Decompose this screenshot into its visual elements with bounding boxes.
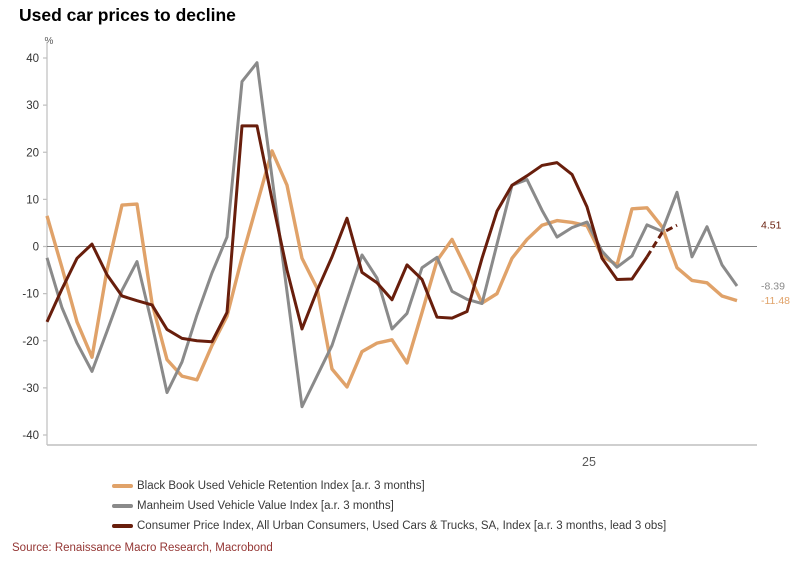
legend-item-blackbook: Black Book Used Vehicle Retention Index … bbox=[112, 476, 666, 496]
legend-item-manheim: Manheim Used Vehicle Value Index [a.r. 3… bbox=[112, 496, 666, 516]
legend-label-manheim: Manheim Used Vehicle Value Index [a.r. 3… bbox=[137, 500, 394, 512]
y-tick-label: -10 bbox=[22, 289, 39, 301]
series-line-cpi bbox=[45, 124, 649, 344]
line-chart: % 25 40 30 20 10 0 -10 -20 -30 -40 -11.48 -8.39 4.5… bbox=[22, 36, 790, 469]
legend-swatch-cpi-icon bbox=[112, 524, 133, 528]
end-value-label-manheim: -8.39 bbox=[761, 281, 785, 293]
series-line-cpi-dashed-tail bbox=[645, 223, 678, 258]
y-axis-unit-label: % bbox=[45, 36, 54, 47]
y-tick-label: 20 bbox=[26, 147, 39, 159]
series-line-manheim bbox=[45, 61, 739, 409]
y-tick-label: 40 bbox=[26, 53, 39, 65]
source-note: Source: Renaissance Macro Research, Macr… bbox=[12, 542, 273, 554]
legend-item-cpi: Consumer Price Index, All Urban Consumer… bbox=[112, 516, 666, 536]
y-tick-label: 10 bbox=[26, 194, 39, 206]
legend-swatch-manheim-icon bbox=[112, 504, 133, 508]
end-value-label-blackbook: -11.48 bbox=[761, 295, 790, 307]
legend: Black Book Used Vehicle Retention Index … bbox=[112, 476, 666, 536]
end-value-label-cpi: 4.51 bbox=[761, 220, 782, 232]
legend-swatch-blackbook-icon bbox=[112, 484, 133, 488]
series-line-blackbook bbox=[45, 149, 738, 389]
y-tick-label: -40 bbox=[22, 430, 39, 442]
legend-label-cpi: Consumer Price Index, All Urban Consumer… bbox=[137, 520, 667, 532]
y-tick-label: -20 bbox=[22, 336, 39, 348]
y-tick-label: 0 bbox=[33, 242, 39, 254]
y-tick-label: -30 bbox=[22, 383, 39, 395]
chart-title: Used car prices to decline bbox=[19, 5, 236, 25]
y-tick-label: 30 bbox=[26, 100, 39, 112]
x-tick-label: 25 bbox=[582, 455, 596, 469]
legend-label-blackbook: Black Book Used Vehicle Retention Index … bbox=[137, 480, 425, 492]
